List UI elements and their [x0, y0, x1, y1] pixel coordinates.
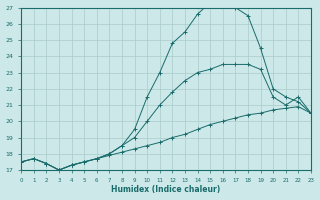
X-axis label: Humidex (Indice chaleur): Humidex (Indice chaleur): [111, 185, 221, 194]
